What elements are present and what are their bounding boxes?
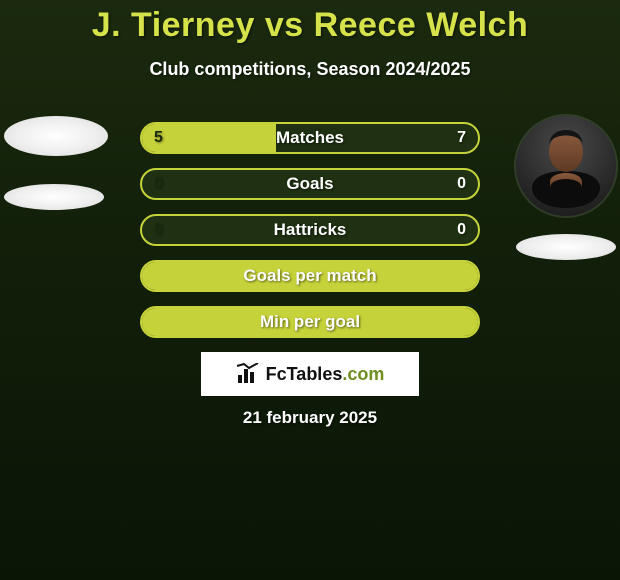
stat-row: 00Hattricks — [140, 214, 480, 246]
stat-row: Min per goal — [140, 306, 480, 338]
stat-label: Matches — [142, 124, 478, 152]
player-left-flag-placeholder — [4, 184, 104, 210]
bar-chart-icon — [236, 363, 260, 385]
stat-row: Goals per match — [140, 260, 480, 292]
stat-row: 00Goals — [140, 168, 480, 200]
brand-box: FcTables.com — [201, 352, 419, 396]
stat-row: 57Matches — [140, 122, 480, 154]
date-line: 21 february 2025 — [0, 408, 620, 428]
page-title: J. Tierney vs Reece Welch — [0, 0, 620, 45]
stat-bars: 57Matches 00Goals 00Hattricks Goals per mat… — [140, 122, 480, 338]
brand-text: FcTables.com — [266, 364, 385, 385]
player-left-avatar-placeholder — [4, 116, 108, 156]
brand-name: FcTables — [266, 364, 343, 384]
brand-domain: .com — [342, 364, 384, 384]
stat-label: Goals per match — [142, 262, 478, 290]
player-right-avatar — [516, 116, 616, 216]
avatar-person-icon — [516, 116, 616, 216]
player-right-avatar-col — [506, 116, 616, 260]
stat-label: Min per goal — [142, 308, 478, 336]
stat-label: Goals — [142, 170, 478, 198]
page-subtitle: Club competitions, Season 2024/2025 — [0, 59, 620, 80]
player-left-avatar-col — [4, 116, 114, 210]
comparison-card: J. Tierney vs Reece Welch Club competiti… — [0, 0, 620, 580]
player-right-flag-placeholder — [516, 234, 616, 260]
stat-label: Hattricks — [142, 216, 478, 244]
